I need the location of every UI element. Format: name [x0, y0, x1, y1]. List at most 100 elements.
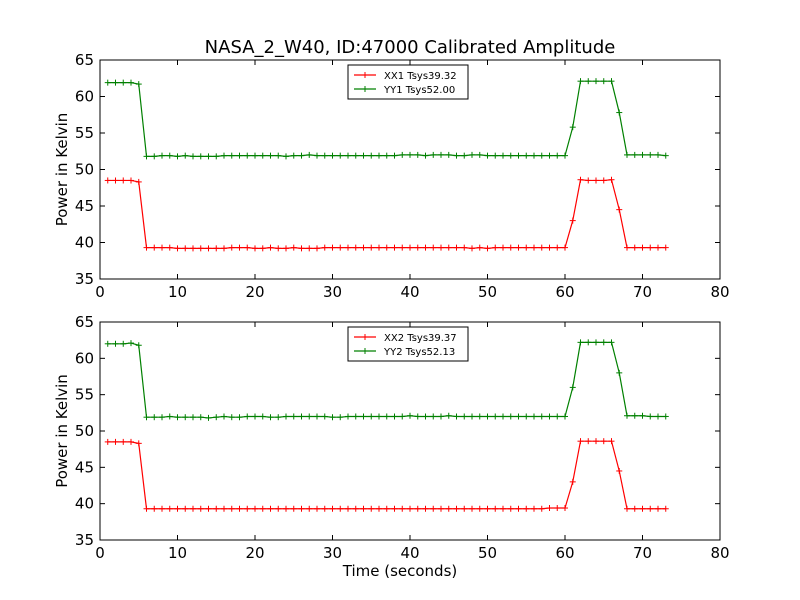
- data-point: [314, 505, 320, 512]
- y-tick-label: 50: [75, 422, 94, 440]
- y-axis-label: Power in Kelvin: [53, 113, 71, 227]
- data-point: [120, 79, 127, 86]
- data-point: [585, 438, 592, 445]
- data-point: [221, 413, 227, 420]
- data-point: [500, 505, 506, 512]
- data-point: [151, 153, 158, 160]
- x-tick-label: 40: [400, 283, 419, 301]
- data-point: [228, 152, 235, 159]
- data-point: [228, 244, 235, 251]
- data-point: [484, 413, 491, 420]
- data-point: [414, 505, 421, 512]
- data-point: [337, 505, 344, 512]
- data-point: [523, 244, 530, 251]
- data-point: [523, 505, 530, 512]
- data-point: [500, 152, 506, 159]
- data-point: [523, 152, 530, 159]
- data-point: [569, 217, 576, 224]
- data-point: [639, 244, 646, 251]
- data-point: [391, 152, 398, 159]
- data-point: [461, 244, 468, 251]
- legend-label: XX1 Tsys39.32: [384, 71, 457, 82]
- data-point: [182, 505, 189, 512]
- y-tick-label: 65: [75, 313, 94, 331]
- data-point: [143, 505, 150, 512]
- data-point: [562, 152, 568, 159]
- data-point: [662, 244, 669, 251]
- data-point: [329, 505, 336, 512]
- data-point: [453, 244, 460, 251]
- legend: XX1 Tsys39.32 YY1 Tsys52.00: [347, 64, 469, 100]
- data-point: [585, 339, 592, 346]
- data-point: [546, 244, 553, 251]
- data-point: [166, 505, 173, 512]
- data-point: [507, 505, 514, 512]
- data-point: [600, 78, 607, 85]
- data-point: [128, 79, 134, 86]
- data-point: [190, 414, 196, 421]
- legend-label: YY1 Tsys52.00: [383, 85, 455, 96]
- data-point: [135, 178, 142, 185]
- data-point: [236, 505, 243, 512]
- data-point: [190, 245, 196, 252]
- data-point: [174, 245, 181, 252]
- data-point: [414, 244, 421, 251]
- data-point: [244, 505, 251, 512]
- data-point: [352, 413, 359, 420]
- data-point: [484, 245, 491, 252]
- data-point: [306, 151, 313, 158]
- data-point: [275, 414, 282, 421]
- data-point: [345, 505, 351, 512]
- data-point: [500, 413, 506, 420]
- x-tick-label: 80: [710, 544, 729, 562]
- data-point: [329, 244, 336, 251]
- data-point: [407, 505, 413, 512]
- data-point: [407, 412, 413, 419]
- data-point: [538, 244, 545, 251]
- data-point: [422, 152, 429, 159]
- data-point: [476, 244, 483, 251]
- data-point: [562, 505, 568, 512]
- data-point: [577, 438, 584, 445]
- data-point: [624, 412, 630, 419]
- data-point: [283, 245, 289, 252]
- data-point: [190, 153, 196, 160]
- data-point: [438, 505, 444, 512]
- y-tick-label: 55: [75, 386, 94, 404]
- data-point: [221, 152, 227, 159]
- data-point: [360, 152, 367, 159]
- data-point: [600, 339, 607, 346]
- data-point: [360, 505, 367, 512]
- data-point: [135, 342, 142, 349]
- data-point: [321, 413, 328, 420]
- series-1: [104, 438, 669, 512]
- data-point: [112, 340, 119, 347]
- data-point: [445, 412, 452, 419]
- data-point: [197, 414, 204, 421]
- data-point: [399, 413, 406, 420]
- data-point: [275, 505, 282, 512]
- data-point: [368, 413, 375, 420]
- data-point: [244, 152, 251, 159]
- x-tick-label: 60: [555, 283, 574, 301]
- data-point: [655, 505, 661, 512]
- data-point: [376, 152, 382, 159]
- legend-label: YY2 Tsys52.13: [383, 347, 455, 358]
- data-point: [252, 505, 258, 512]
- data-point: [228, 414, 235, 421]
- data-point: [414, 151, 421, 158]
- data-point: [345, 244, 351, 251]
- y-tick-label: 35: [75, 531, 94, 549]
- data-point: [298, 413, 305, 420]
- data-point: [197, 153, 204, 160]
- data-point: [182, 245, 189, 252]
- data-point: [538, 413, 545, 420]
- y-tick-label: 55: [75, 124, 94, 142]
- data-point: [391, 244, 398, 251]
- x-tick-label: 70: [633, 283, 652, 301]
- x-axis-label: Time (seconds): [342, 562, 458, 580]
- data-point: [236, 414, 243, 421]
- data-point: [492, 244, 499, 251]
- data-point: [631, 505, 638, 512]
- data-point: [213, 245, 220, 252]
